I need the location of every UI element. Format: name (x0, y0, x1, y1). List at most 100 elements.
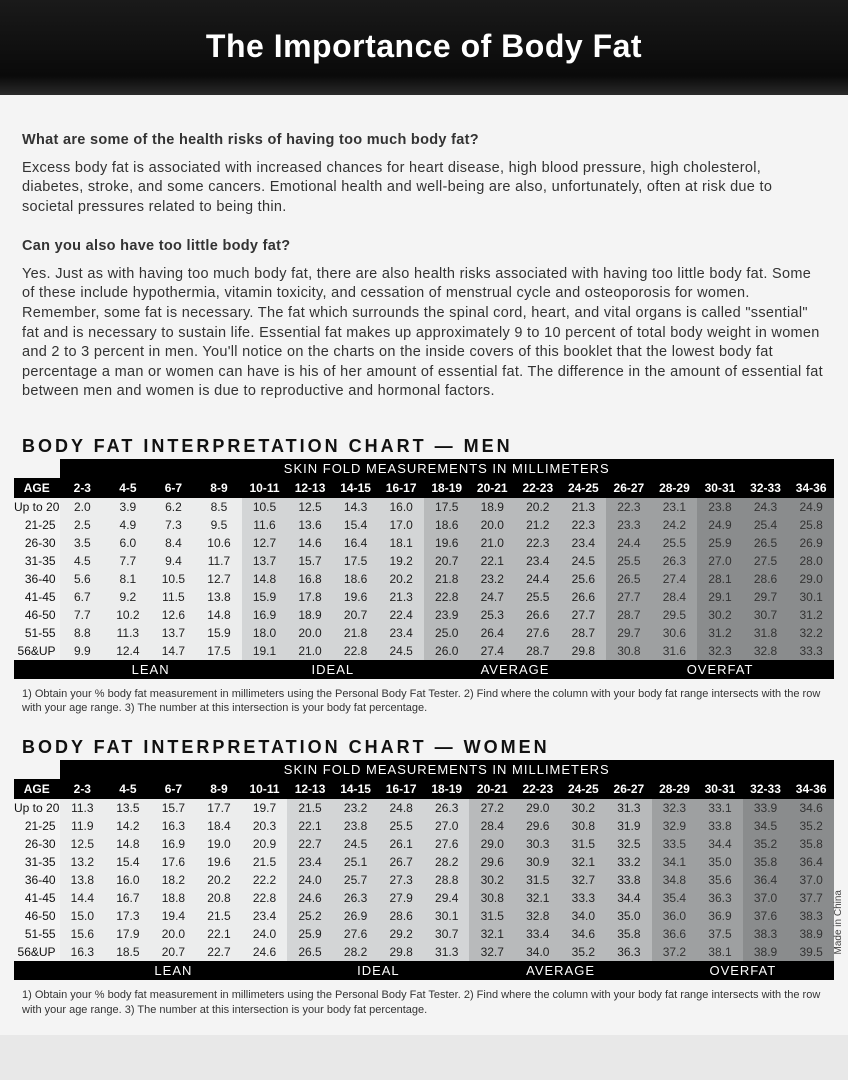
value-cell: 17.6 (151, 853, 197, 871)
age-cell: 36-40 (14, 871, 60, 889)
value-cell: 23.2 (333, 799, 379, 817)
age-cell: 46-50 (14, 606, 60, 624)
value-cell: 18.9 (469, 498, 515, 516)
value-cell: 19.1 (242, 642, 288, 660)
value-cell: 20.0 (287, 624, 333, 642)
page-title: The Importance of Body Fat (0, 0, 848, 95)
value-cell: 27.9 (378, 889, 424, 907)
value-cell: 13.7 (151, 624, 197, 642)
value-cell: 30.9 (515, 853, 561, 871)
value-cell: 21.5 (242, 853, 288, 871)
value-cell: 17.5 (196, 642, 242, 660)
value-cell: 20.2 (378, 570, 424, 588)
value-cell: 25.2 (287, 907, 333, 925)
value-cell: 22.7 (196, 943, 242, 961)
value-cell: 6.2 (151, 498, 197, 516)
value-cell: 7.3 (151, 516, 197, 534)
women-chart-table: SKIN FOLD MEASUREMENTS IN MILLIMETERSAGE… (14, 760, 834, 980)
value-cell: 29.0 (515, 799, 561, 817)
col-header: 10-11 (242, 478, 288, 498)
value-cell: 23.4 (242, 907, 288, 925)
value-cell: 23.4 (378, 624, 424, 642)
value-cell: 36.0 (652, 907, 698, 925)
value-cell: 38.3 (788, 907, 834, 925)
age-cell: Up to 20 (14, 799, 60, 817)
value-cell: 16.7 (105, 889, 151, 907)
value-cell: 35.0 (697, 853, 743, 871)
value-cell: 26.6 (515, 606, 561, 624)
value-cell: 22.3 (606, 498, 652, 516)
col-header: 32-33 (743, 478, 789, 498)
value-cell: 29.0 (469, 835, 515, 853)
value-cell: 29.8 (378, 943, 424, 961)
value-cell: 10.2 (105, 606, 151, 624)
value-cell: 27.6 (424, 835, 470, 853)
value-cell: 15.4 (333, 516, 379, 534)
value-cell: 9.9 (60, 642, 106, 660)
men-footnote: 1) Obtain your % body fat measurement in… (0, 683, 848, 734)
value-cell: 21.2 (515, 516, 561, 534)
value-cell: 35.8 (788, 835, 834, 853)
col-header: 24-25 (561, 478, 607, 498)
value-cell: 29.8 (561, 642, 607, 660)
age-cell: 56&UP (14, 642, 60, 660)
value-cell: 12.5 (287, 498, 333, 516)
value-cell: 19.6 (333, 588, 379, 606)
value-cell: 32.3 (652, 799, 698, 817)
col-header: 4-5 (105, 779, 151, 799)
category-row: LEANIDEALAVERAGEOVERFAT (14, 660, 834, 679)
table-row: 51-5515.617.920.022.124.025.927.629.230.… (14, 925, 834, 943)
value-cell: 36.4 (743, 871, 789, 889)
value-cell: 33.5 (652, 835, 698, 853)
value-cell: 24.4 (515, 570, 561, 588)
category-label: IDEAL (242, 660, 424, 679)
value-cell: 24.0 (287, 871, 333, 889)
value-cell: 32.9 (652, 817, 698, 835)
value-cell: 22.4 (378, 606, 424, 624)
value-cell: 22.2 (242, 871, 288, 889)
value-cell: 8.4 (151, 534, 197, 552)
body-text: What are some of the health risks of hav… (0, 95, 848, 432)
value-cell: 28.0 (788, 552, 834, 570)
value-cell: 22.7 (287, 835, 333, 853)
col-header: 18-19 (424, 779, 470, 799)
table-row: 26-303.56.08.410.612.714.616.418.119.621… (14, 534, 834, 552)
value-cell: 39.5 (788, 943, 834, 961)
value-cell: 30.8 (561, 817, 607, 835)
value-cell: 18.2 (151, 871, 197, 889)
value-cell: 13.7 (242, 552, 288, 570)
value-cell: 35.6 (697, 871, 743, 889)
value-cell: 22.1 (287, 817, 333, 835)
value-cell: 29.0 (788, 570, 834, 588)
value-cell: 37.7 (788, 889, 834, 907)
table-row: 31-354.57.79.411.713.715.717.519.220.722… (14, 552, 834, 570)
value-cell: 24.3 (743, 498, 789, 516)
value-cell: 14.4 (60, 889, 106, 907)
value-cell: 27.6 (333, 925, 379, 943)
value-cell: 26.3 (333, 889, 379, 907)
value-cell: 29.6 (515, 817, 561, 835)
value-cell: 32.7 (561, 871, 607, 889)
value-cell: 31.3 (424, 943, 470, 961)
value-cell: 23.1 (652, 498, 698, 516)
value-cell: 27.3 (378, 871, 424, 889)
value-cell: 23.4 (561, 534, 607, 552)
table-row: 31-3513.215.417.619.621.523.425.126.728.… (14, 853, 834, 871)
value-cell: 25.0 (424, 624, 470, 642)
value-cell: 21.0 (469, 534, 515, 552)
value-cell: 25.7 (333, 871, 379, 889)
value-cell: 24.2 (652, 516, 698, 534)
value-cell: 27.5 (743, 552, 789, 570)
value-cell: 33.8 (697, 817, 743, 835)
value-cell: 8.1 (105, 570, 151, 588)
value-cell: 13.5 (105, 799, 151, 817)
value-cell: 29.7 (606, 624, 652, 642)
value-cell: 15.9 (242, 588, 288, 606)
value-cell: 36.4 (788, 853, 834, 871)
value-cell: 12.6 (151, 606, 197, 624)
question-1: What are some of the health risks of hav… (22, 131, 826, 151)
value-cell: 34.0 (561, 907, 607, 925)
col-header: 20-21 (469, 779, 515, 799)
col-header: 4-5 (105, 478, 151, 498)
value-cell: 14.8 (196, 606, 242, 624)
